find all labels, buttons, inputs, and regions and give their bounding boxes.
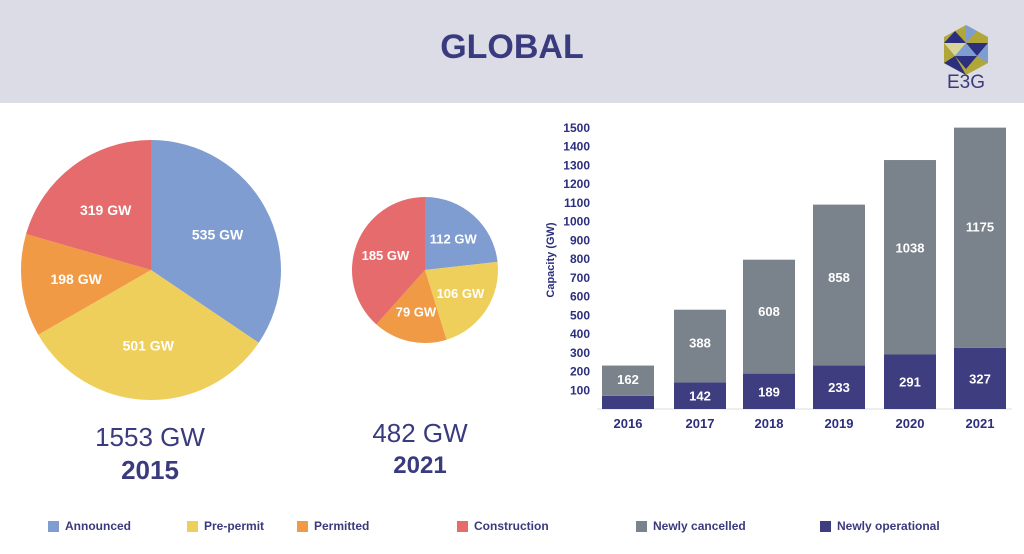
bar-label-cancelled: 1038	[896, 241, 925, 256]
pie-2021-label: 112 GW	[430, 231, 478, 246]
bar-newly-operational	[954, 347, 1006, 409]
pie-2021-slice-construction	[352, 197, 425, 325]
legend-item-construction: Construction	[457, 519, 549, 533]
pie-2021-label: 185 GW	[362, 248, 410, 263]
pie-2015-slice-announced	[151, 140, 281, 343]
bar-newly-cancelled	[743, 259, 795, 374]
legend-label: Pre-permit	[204, 519, 265, 533]
pie-2021-total: 482 GW	[372, 418, 468, 448]
y-tick-label: 1000	[563, 215, 590, 229]
x-tick-label: 2020	[896, 416, 925, 431]
y-tick-label: 1200	[563, 177, 590, 191]
pie-2015-slice-construction	[26, 140, 151, 270]
bar-newly-operational	[813, 365, 865, 409]
legend-label: Announced	[65, 519, 131, 533]
legend-swatch	[187, 520, 198, 532]
y-tick-label: 400	[570, 327, 590, 341]
y-tick-label: 900	[570, 233, 590, 247]
pie-2015-label: 501 GW	[123, 337, 175, 353]
legend-swatch	[48, 520, 59, 532]
y-tick-label: 800	[570, 252, 590, 266]
legend-label: Permitted	[314, 519, 370, 533]
bar-label-cancelled: 1175	[966, 220, 994, 235]
legend-swatch	[820, 520, 831, 532]
legend-item-cancelled: Newly cancelled	[636, 519, 746, 533]
bar-label-operational: 142	[689, 389, 711, 404]
y-tick-label: 600	[570, 290, 590, 304]
pie-2021-title: 2021	[393, 452, 447, 479]
legend-swatch	[457, 520, 468, 532]
legend-item-announced: Announced	[48, 519, 131, 533]
bar-label-cancelled: 162	[617, 372, 639, 387]
bar-newly-operational	[884, 354, 936, 409]
bar-newly-operational	[602, 395, 654, 409]
bar-label-operational: 291	[899, 375, 921, 390]
legend-item-operational: Newly operational	[820, 519, 940, 533]
legend-label: Newly cancelled	[653, 519, 746, 533]
y-axis-label: Capacity (GW)	[545, 222, 557, 298]
bar-newly-cancelled	[602, 365, 654, 396]
pie-2015-total: 1553 GW	[95, 422, 205, 452]
bar-newly-cancelled	[813, 204, 865, 366]
bar-newly-cancelled	[674, 309, 726, 383]
bar-newly-operational	[674, 382, 726, 409]
bar-label-cancelled: 388	[689, 335, 711, 350]
legend-swatch	[297, 520, 308, 532]
bar-label-operational: 327	[969, 371, 991, 386]
x-tick-label: 2019	[825, 416, 854, 431]
y-tick-label: 100	[570, 383, 590, 397]
y-tick-label: 1300	[563, 158, 590, 172]
x-tick-label: 2021	[966, 416, 995, 431]
pie-2015-slice-pre_permit	[38, 270, 259, 400]
pie-2015-label: 319 GW	[80, 202, 132, 218]
pie-2021-label: 106 GW	[437, 286, 485, 301]
logo-text: E3G	[946, 72, 986, 93]
legend-label: Construction	[474, 519, 549, 533]
page-title: GLOBAL	[440, 28, 584, 66]
bar-newly-cancelled	[954, 127, 1006, 348]
legend-swatch	[636, 520, 647, 532]
legend-item-pre_permit: Pre-permit	[187, 519, 264, 533]
x-tick-label: 2016	[614, 416, 643, 431]
x-tick-label: 2018	[755, 416, 784, 431]
bar-newly-operational	[743, 373, 795, 409]
bar-label-cancelled: 858	[828, 270, 850, 285]
y-tick-label: 1100	[564, 196, 590, 210]
pie-2021-slice-announced	[425, 197, 498, 270]
pie-2015-title: 2015	[121, 455, 179, 485]
header-banner	[0, 0, 1024, 103]
y-tick-label: 200	[570, 365, 590, 379]
y-tick-label: 300	[570, 346, 590, 360]
bar-newly-cancelled	[884, 160, 936, 355]
pie-2015-slice-permitted	[20, 234, 152, 335]
bar-label-operational: 189	[758, 384, 780, 399]
pie-2015-label: 535 GW	[192, 227, 244, 243]
pie-2021-slice-permitted	[376, 270, 447, 343]
pie-2021-slice-pre_permit	[425, 261, 499, 340]
legend-label: Newly operational	[837, 519, 940, 533]
bar-label-cancelled: 608	[758, 304, 780, 319]
bar-label-operational: 233	[828, 380, 850, 395]
x-tick-label: 2017	[686, 416, 715, 431]
pie-2021-label: 79 GW	[396, 304, 437, 319]
y-tick-label: 700	[570, 271, 590, 285]
y-tick-label: 1500	[563, 121, 590, 135]
y-tick-label: 500	[570, 308, 590, 322]
legend-item-permitted: Permitted	[297, 519, 369, 533]
y-tick-label: 1400	[563, 140, 590, 154]
pie-2015-label: 198 GW	[50, 271, 102, 287]
e3g-logo-icon	[944, 25, 988, 75]
